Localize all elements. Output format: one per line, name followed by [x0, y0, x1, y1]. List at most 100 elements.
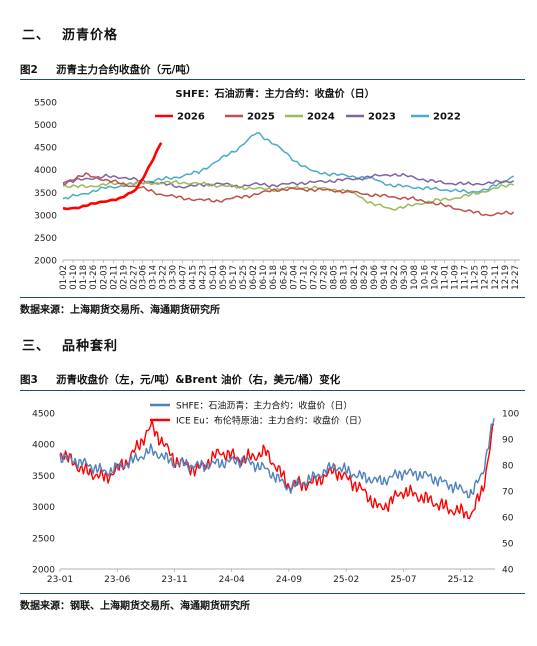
chart1-legend-label: 2024: [307, 112, 335, 123]
chart1-xtick-label: 05-25: [239, 265, 249, 290]
section-2-number: 二、: [22, 28, 51, 43]
figure-2-caption: 图2 沥青主力合约收盘价（元/吨）: [20, 62, 196, 77]
chart1-series-2024-line: [63, 180, 515, 211]
section-2-heading: 二、 沥青价格: [22, 24, 118, 43]
chart1-xtick-label: 10-16: [420, 265, 430, 290]
chart1-xtick-label: 03-22: [158, 265, 168, 290]
chart1-title: SHFE：石油沥青：主力合约：收盘价（日）: [175, 87, 374, 100]
chart-asphalt-vs-brent: 2000 2500 3000 3500 4000 4500 40 50 60 70 80 90 100 2…: [32, 400, 519, 586]
chart1-xtick-label: 01-26: [89, 265, 99, 290]
chart1-xtick-label: 07-04: [289, 265, 299, 290]
chart1-xtick-label: 01-02: [59, 265, 69, 290]
chart1-xtick-label: 11-09: [451, 265, 461, 290]
chart1-legend-2024: 2024: [285, 112, 335, 123]
chart2-ytick-left-label: 4500: [32, 410, 55, 420]
chart1-xtick-label: 06-10: [259, 265, 269, 290]
chart1-xtick-label: 07-20: [310, 265, 320, 290]
section-3-heading: 三、 品种套利: [22, 335, 118, 354]
figure-3-top-rule: [20, 390, 525, 391]
chart2-xtick-label: 23-11: [161, 575, 187, 585]
chart1-xtick-label: 07-28: [320, 265, 330, 290]
chart1-legend-2025: 2025: [225, 112, 275, 123]
chart1-legend-label: 2022: [433, 112, 461, 123]
chart2-ytick-left-label: 2000: [32, 566, 55, 576]
figure-2-label: 图2: [20, 64, 38, 76]
chart2-xtick-label: 25-02: [333, 575, 359, 585]
chart1-legend-2022: 2022: [411, 112, 461, 123]
chart1-xtick-label: 11-17: [461, 265, 471, 290]
chart1-ytick-label: 3500: [34, 189, 57, 199]
chart1-xtick-label: 02-27: [130, 265, 140, 290]
chart1-xtick-label: 09-14: [380, 265, 390, 290]
chart1-ytick-label: 4000: [34, 166, 57, 176]
chart1-xtick-label: 06-26: [279, 265, 289, 290]
chart1-legend-2023: 2023: [346, 112, 396, 123]
chart2-legend-label-2: ICE Eu：布伦特原油：主力合约：收盘价（日）: [176, 415, 367, 427]
chart1-xtick-label: 03-14: [148, 265, 158, 290]
chart2-ytick-left-label: 3500: [32, 472, 55, 482]
chart1-xtick-label: 12-11: [491, 265, 501, 290]
chart1-xtick-label: 12-03: [481, 265, 491, 290]
chart2-xtick-label: 25-12: [448, 575, 474, 585]
chart1-xtick-label: 01-18: [79, 265, 89, 290]
chart1-legend-label: 2025: [247, 112, 275, 123]
figure-2-bottom-rule: [20, 297, 525, 298]
chart2-xtick-label: 23-01: [47, 575, 73, 585]
chart1-ytick-label: 2500: [34, 234, 57, 244]
chart1-xtick-label: 06-02: [249, 265, 259, 290]
chart1-xtick-label: 08-05: [330, 265, 340, 290]
chart1-xtick-label: 09-30: [400, 265, 410, 290]
figure-3-label: 图3: [20, 374, 38, 386]
chart1-xtick-label: 02-03: [99, 265, 109, 290]
chart1-xtick-label: 08-29: [360, 265, 370, 290]
chart1-xtick-label: 04-15: [189, 265, 199, 290]
chart2-ytick-left-label: 3000: [32, 503, 55, 513]
chart2-xtick-label: 23-06: [104, 575, 130, 585]
chart1-xtick-label: 01-10: [69, 265, 79, 290]
chart1-xtick-label: 03-06: [138, 265, 148, 290]
chart1-xtick-label: 06-18: [269, 265, 279, 290]
chart1-xtick-label: 05-01: [209, 265, 219, 290]
chart1-ytick-label: 3000: [34, 211, 57, 221]
chart2-ytick-right-label: 70: [502, 488, 514, 498]
chart2-xtick-label: 24-04: [219, 575, 245, 585]
chart-asphalt-seasonal: SHFE：石油沥青：主力合约：收盘价（日） 2000 2500 3000 3500 400…: [34, 87, 521, 290]
chart1-xtick-label: 07-12: [299, 265, 309, 290]
chart1-ytick-label: 5500: [34, 99, 57, 109]
chart1-xtick-label: 08-21: [350, 265, 360, 290]
section-3-title: 品种套利: [62, 339, 119, 354]
chart1-xtick-label: 04-23: [199, 265, 209, 290]
chart1-ytick-label: 4500: [34, 144, 57, 154]
chart2-ytick-left-label: 4000: [32, 441, 55, 451]
chart1-xtick-label: 11-25: [471, 265, 481, 290]
chart1-legend-label: 2026: [177, 112, 205, 123]
chart2-ytick-right-label: 40: [502, 566, 514, 576]
chart1-xtick-label: 10-24: [430, 265, 440, 290]
figure-3-title: 沥青收盘价（左，元/吨）&Brent 油价（右，美元/桶）变化: [56, 374, 341, 386]
chart1-series-2026-line: [62, 142, 163, 211]
chart2-xtick-label: 24-09: [276, 575, 302, 585]
figure-3-source: 数据来源：钢联、上海期货交易所、海通期货研究所: [20, 601, 250, 612]
chart1-xtick-label: 02-19: [119, 265, 129, 290]
chart2-series-asphalt-line: [59, 418, 495, 499]
chart2-ytick-left-label: 2500: [32, 534, 55, 544]
chart1-xtick-label: 05-09: [219, 265, 229, 290]
chart1-legend-2026: 2026: [155, 112, 205, 123]
chart2-ytick-right-label: 100: [502, 410, 519, 420]
chart1-legend-label: 2023: [368, 112, 396, 123]
chart2-xtick-label: 25-07: [390, 575, 416, 585]
figure-2-title: 沥青主力合约收盘价（元/吨）: [56, 64, 197, 76]
chart1-xtick-label: 11-01: [440, 265, 450, 290]
figure-2-source: 数据来源：上海期货交易所、海通期货研究所: [20, 305, 220, 316]
chart2-ytick-right-label: 60: [502, 514, 514, 524]
chart1-xtick-label: 09-22: [390, 265, 400, 290]
chart1-xtick-label: 03-30: [169, 265, 179, 290]
chart1-xtick-label: 04-07: [179, 265, 189, 290]
figure-3-bottom-rule: [20, 593, 525, 594]
chart1-xtick-label: 05-17: [229, 265, 239, 290]
section-3-number: 三、: [22, 339, 51, 354]
figure-3-caption: 图3 沥青收盘价（左，元/吨）&Brent 油价（右，美元/桶）变化: [20, 372, 340, 387]
chart1-xtick-label: 08-13: [340, 265, 350, 290]
chart1-xtick-label: 09-06: [370, 265, 380, 290]
chart2-series-brent-line: [59, 419, 495, 520]
